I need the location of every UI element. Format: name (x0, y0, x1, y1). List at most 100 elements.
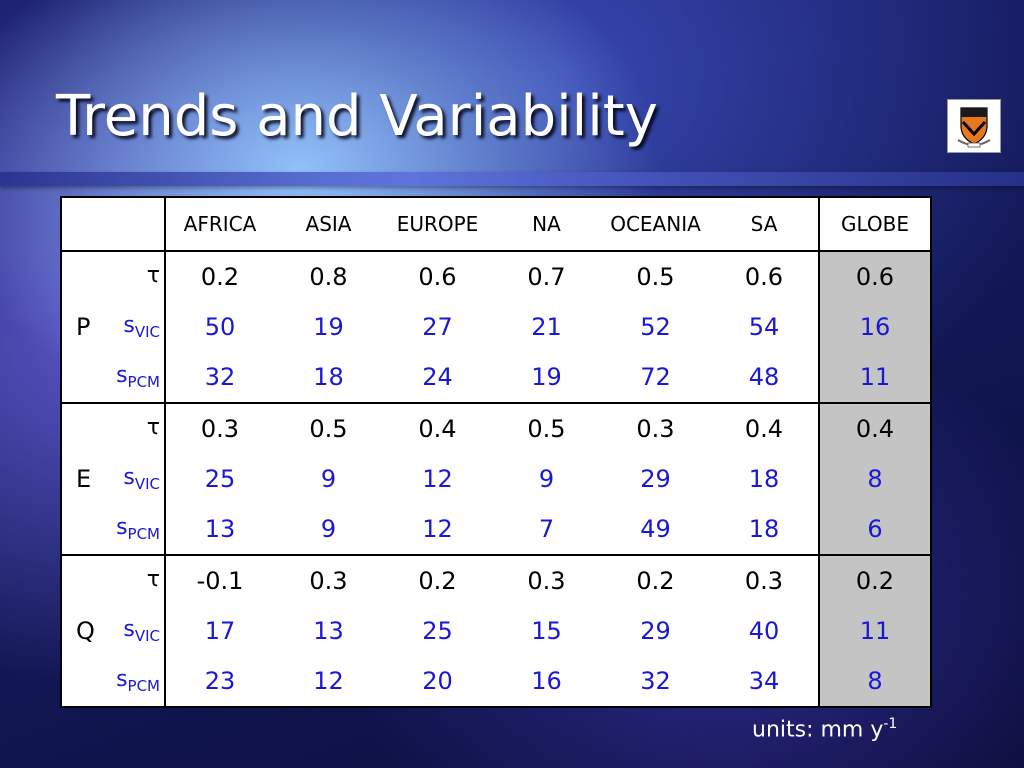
value-cell: 54 (748, 313, 780, 341)
row-label: τ (61, 554, 166, 606)
value-cell: 0.5 (601, 250, 710, 302)
col-header-globe: GLOBE (818, 197, 931, 251)
value-cell: 0.3 (710, 554, 819, 606)
col-header-na: NA (532, 212, 561, 236)
row-label: sPCM (61, 504, 166, 555)
group-label: E (76, 465, 92, 493)
value-cell: 0.4 (710, 402, 819, 454)
value-cell: 48 (748, 363, 780, 391)
value-cell: 19 (531, 363, 562, 391)
princeton-shield-logo (947, 99, 1001, 153)
value-cell: 11 (818, 606, 931, 656)
value-cell: 12 (313, 667, 344, 695)
symbol-subscript: VIC (134, 323, 160, 342)
symbol-text: s (123, 312, 135, 338)
value-cell: -0.1 (165, 554, 274, 606)
value-cell: 16 (531, 667, 562, 695)
header-row: AFRICA ASIA EUROPE NA OCEANIA SA GLOBE (61, 197, 931, 251)
value-cell: 11 (818, 352, 931, 403)
value-cell: 0.5 (492, 402, 601, 454)
value-cell: 8 (818, 656, 931, 707)
value-cell: 72 (640, 363, 671, 391)
value-cell: 7 (538, 515, 555, 543)
value-cell: 24 (422, 363, 453, 391)
value-cell: 9 (538, 465, 555, 493)
variable-symbol: sPCM (116, 667, 160, 695)
value-cell: 49 (640, 515, 671, 543)
symbol-subscript: PCM (127, 525, 160, 544)
value-cell: 18 (313, 363, 344, 391)
value-cell: 9 (320, 465, 337, 493)
value-cell: 25 (204, 465, 236, 493)
value-cell: 0.2 (383, 554, 492, 606)
value-cell: 0.8 (274, 250, 383, 302)
units-note: units: mm y-1 (752, 716, 897, 742)
value-cell: 29 (640, 617, 671, 645)
col-header-oceania: OCEANIA (610, 212, 701, 236)
value-cell: 21 (531, 313, 562, 341)
value-cell: 20 (422, 667, 453, 695)
variable-symbol: sVIC (123, 465, 160, 493)
value-cell: 6 (818, 504, 931, 555)
value-cell: 0.6 (383, 250, 492, 302)
table-row: τ 0.2 0.8 0.6 0.7 0.5 0.6 0.6 (61, 250, 931, 302)
value-cell: 52 (640, 313, 671, 341)
col-header-asia: ASIA (305, 212, 352, 236)
value-cell: 16 (818, 302, 931, 352)
value-cell: 19 (313, 313, 344, 341)
variable-symbol: sPCM (116, 363, 160, 391)
variable-symbol: sPCM (116, 515, 160, 543)
symbol-text: τ (146, 414, 160, 440)
units-text: units: mm y (752, 717, 884, 743)
row-label: τ (61, 402, 166, 454)
variable-symbol: τ (147, 415, 160, 443)
table-row: sPCM 32 18 24 19 72 48 11 (61, 352, 931, 403)
value-cell: 9 (320, 515, 337, 543)
value-cell: 12 (422, 515, 453, 543)
trends-table: AFRICA ASIA EUROPE NA OCEANIA SA GLOBE τ… (60, 196, 932, 708)
value-cell: 32 (640, 667, 671, 695)
row-label: sPCM (61, 352, 166, 403)
table-row: τ 0.3 0.5 0.4 0.5 0.3 0.4 0.4 (61, 402, 931, 454)
value-cell: 27 (422, 313, 453, 341)
symbol-text: s (123, 616, 135, 642)
symbol-subscript: PCM (127, 677, 160, 696)
variable-symbol: τ (147, 567, 160, 595)
table-row: sPCM 13 9 12 7 49 18 6 (61, 504, 931, 555)
value-cell: 0.6 (710, 250, 819, 302)
value-cell: 23 (204, 667, 236, 695)
col-header-europe: EUROPE (396, 212, 479, 236)
col-header-sa: SA (750, 212, 778, 236)
slide-title: Trends and Variability (56, 84, 658, 149)
value-cell: 0.5 (274, 402, 383, 454)
value-cell: 34 (748, 667, 780, 695)
value-cell: 0.3 (165, 402, 274, 454)
group-label: P (76, 313, 91, 341)
table-row: τ -0.1 0.3 0.2 0.3 0.2 0.3 0.2 (61, 554, 931, 606)
units-exponent: -1 (883, 716, 898, 732)
symbol-text: τ (146, 566, 160, 592)
corner-cell (61, 197, 166, 251)
symbol-subscript: VIC (134, 627, 160, 646)
symbol-subscript: PCM (127, 373, 160, 392)
value-cell: 17 (204, 617, 236, 645)
variable-symbol: τ (147, 263, 160, 291)
value-cell: 0.3 (601, 402, 710, 454)
value-cell: 25 (422, 617, 453, 645)
value-cell: 12 (422, 465, 453, 493)
value-cell: 13 (204, 515, 236, 543)
value-cell: 32 (204, 363, 236, 391)
value-cell: 8 (818, 454, 931, 504)
value-cell: 40 (748, 617, 780, 645)
symbol-text: s (123, 464, 135, 490)
value-cell: 13 (313, 617, 344, 645)
symbol-text: s (116, 362, 128, 388)
value-cell: 0.7 (492, 250, 601, 302)
symbol-text: τ (146, 262, 160, 288)
symbol-text: s (116, 514, 128, 540)
